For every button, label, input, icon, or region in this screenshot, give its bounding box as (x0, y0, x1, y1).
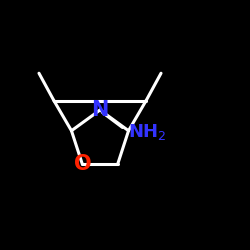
Text: O: O (74, 154, 91, 174)
Text: NH$_2$: NH$_2$ (128, 122, 166, 142)
Text: N: N (91, 100, 109, 120)
